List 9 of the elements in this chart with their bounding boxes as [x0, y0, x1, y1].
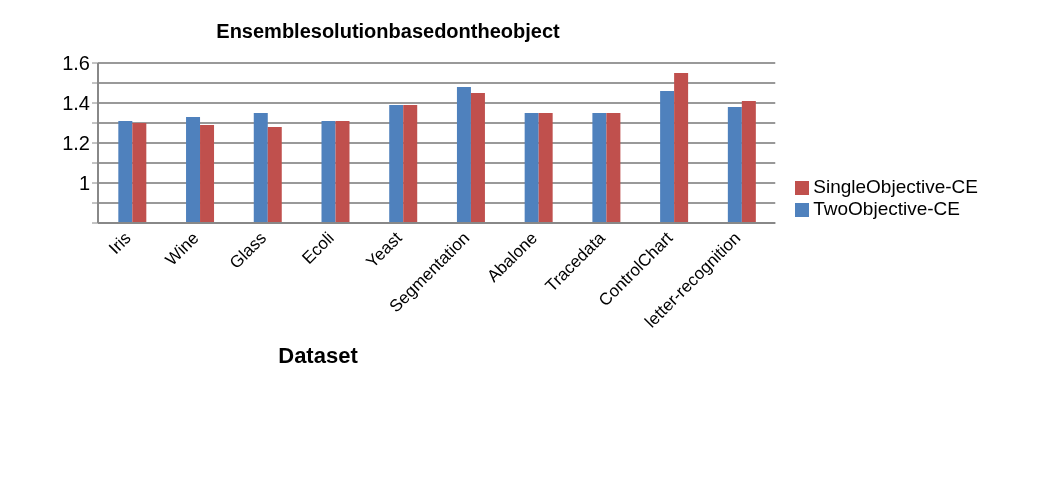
y-tick-label: 1.6: [62, 52, 90, 75]
legend-label: TwoObjective-CE: [813, 198, 961, 219]
x-tick-label: Iris: [105, 228, 135, 258]
x-axis-title: Dataset: [277, 343, 359, 369]
chart-title: Ensemblesolutionbasedontheobject: [215, 20, 561, 43]
legend-label: SingleObjective-CE: [813, 176, 978, 197]
y-tick-label: 1.2: [62, 132, 90, 155]
y-tick-label: 1.4: [62, 92, 90, 115]
y-tick-label: 1: [78, 172, 90, 195]
